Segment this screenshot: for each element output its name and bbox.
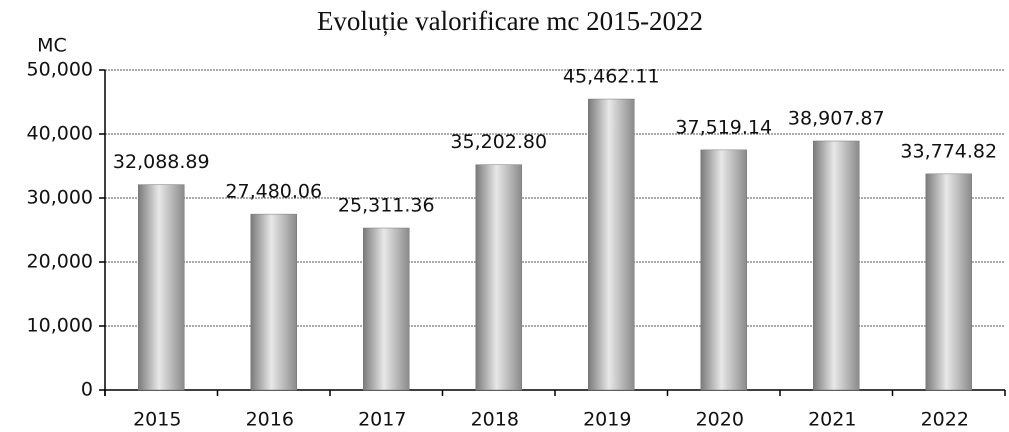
data-label: 45,462.11: [563, 66, 660, 88]
data-label: 27,480.06: [225, 181, 322, 203]
x-tick-label: 2018: [471, 409, 519, 431]
x-tick-label: 2017: [358, 409, 406, 431]
x-tick-label: 2022: [921, 409, 969, 431]
y-tick-label: 40,000: [27, 123, 93, 145]
bar: [475, 164, 522, 391]
bar: [588, 98, 635, 391]
y-tick-label: 20,000: [27, 251, 93, 273]
y-tick-label: 50,000: [27, 59, 93, 81]
data-label: 37,519.14: [675, 116, 772, 138]
bar: [138, 184, 185, 391]
data-label: 35,202.80: [450, 131, 547, 153]
data-label: 33,774.82: [900, 140, 997, 162]
data-label: 38,907.87: [788, 107, 885, 129]
y-axis-label: MC: [37, 35, 67, 57]
x-tick-label: 2021: [808, 409, 856, 431]
bar: [363, 227, 410, 391]
data-label: 32,088.89: [113, 151, 210, 173]
y-tick-label: 30,000: [27, 187, 93, 209]
x-tick-label: 2015: [133, 409, 181, 431]
bar: [700, 149, 747, 391]
bar: [250, 213, 297, 391]
data-label: 25,311.36: [338, 195, 435, 217]
chart-title: Evoluție valorificare mc 2015-2022: [317, 6, 703, 36]
y-tick-label: 0: [81, 379, 93, 401]
bar: [813, 140, 860, 391]
x-tick-label: 2016: [246, 409, 294, 431]
y-tick-label: 10,000: [27, 315, 93, 337]
x-tick-label: 2019: [583, 409, 631, 431]
x-tick-label: 2020: [696, 409, 744, 431]
bar: [925, 173, 972, 391]
